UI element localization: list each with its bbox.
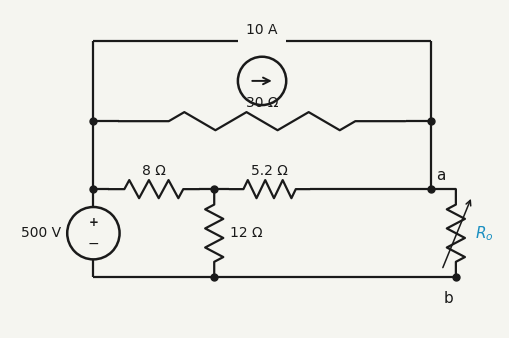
Text: 8 Ω: 8 Ω <box>142 164 166 178</box>
Text: b: b <box>443 291 453 306</box>
Text: 12 Ω: 12 Ω <box>231 226 263 240</box>
Text: +: + <box>89 216 98 229</box>
Text: 5.2 Ω: 5.2 Ω <box>251 164 288 178</box>
Text: −: − <box>88 237 99 251</box>
Text: a: a <box>436 168 445 183</box>
Text: 30 Ω: 30 Ω <box>246 96 278 110</box>
Text: 10 A: 10 A <box>246 23 278 37</box>
Text: $R_o$: $R_o$ <box>475 224 494 243</box>
Text: 500 V: 500 V <box>21 226 61 240</box>
